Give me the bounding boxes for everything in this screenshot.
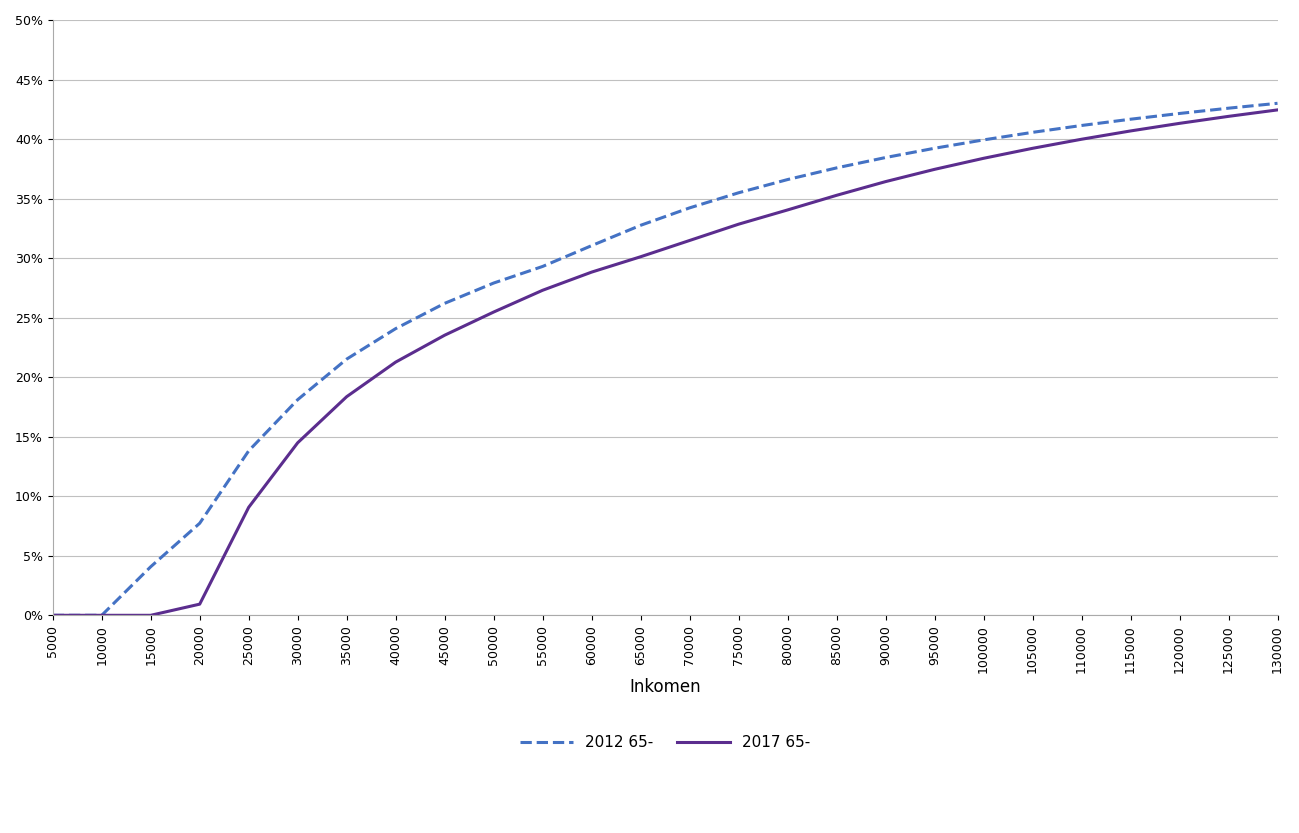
2012 65- bbox=[583, 241, 599, 251]
2012 65- bbox=[779, 175, 795, 185]
Line: 2012 65-: 2012 65- bbox=[53, 103, 1277, 616]
2017 65- bbox=[240, 502, 256, 512]
2012 65- bbox=[290, 395, 305, 405]
2012 65- bbox=[388, 324, 404, 334]
2012 65- bbox=[1025, 127, 1040, 137]
2012 65- bbox=[633, 220, 648, 230]
2017 65- bbox=[829, 190, 844, 200]
2017 65- bbox=[388, 357, 404, 367]
2017 65- bbox=[878, 177, 894, 187]
Legend: 2012 65-, 2017 65-: 2012 65-, 2017 65- bbox=[513, 729, 817, 756]
2012 65- bbox=[1221, 103, 1237, 113]
2012 65- bbox=[143, 561, 158, 571]
2012 65- bbox=[192, 518, 208, 528]
2012 65- bbox=[45, 611, 61, 621]
2012 65- bbox=[1074, 121, 1090, 131]
2012 65- bbox=[240, 446, 256, 456]
2017 65- bbox=[583, 267, 599, 277]
2012 65- bbox=[878, 152, 894, 162]
2012 65- bbox=[339, 354, 355, 364]
2017 65- bbox=[1269, 105, 1285, 115]
2017 65- bbox=[926, 164, 942, 174]
2012 65- bbox=[731, 187, 747, 197]
2017 65- bbox=[486, 307, 501, 317]
2017 65- bbox=[1025, 143, 1040, 153]
2017 65- bbox=[731, 219, 747, 229]
2012 65- bbox=[94, 611, 109, 621]
Line: 2017 65-: 2017 65- bbox=[53, 110, 1277, 616]
2017 65- bbox=[436, 330, 452, 340]
2012 65- bbox=[976, 135, 991, 145]
2012 65- bbox=[926, 143, 942, 153]
2012 65- bbox=[1122, 114, 1138, 124]
2012 65- bbox=[829, 163, 844, 173]
2017 65- bbox=[779, 205, 795, 215]
2012 65- bbox=[535, 262, 551, 272]
2017 65- bbox=[339, 392, 355, 402]
2017 65- bbox=[143, 611, 158, 621]
2017 65- bbox=[1074, 134, 1090, 144]
2017 65- bbox=[976, 153, 991, 163]
X-axis label: Inkomen: Inkomen bbox=[629, 678, 701, 696]
2017 65- bbox=[1122, 126, 1138, 136]
2012 65- bbox=[436, 298, 452, 308]
2017 65- bbox=[1172, 118, 1187, 128]
2012 65- bbox=[1269, 98, 1285, 108]
2017 65- bbox=[192, 599, 208, 609]
2017 65- bbox=[682, 236, 698, 246]
2017 65- bbox=[94, 611, 109, 621]
2012 65- bbox=[682, 203, 698, 213]
2017 65- bbox=[1221, 112, 1237, 122]
2017 65- bbox=[45, 611, 61, 621]
2012 65- bbox=[1172, 108, 1187, 118]
2017 65- bbox=[290, 438, 305, 448]
2017 65- bbox=[633, 252, 648, 262]
2017 65- bbox=[535, 285, 551, 295]
2012 65- bbox=[486, 278, 501, 288]
